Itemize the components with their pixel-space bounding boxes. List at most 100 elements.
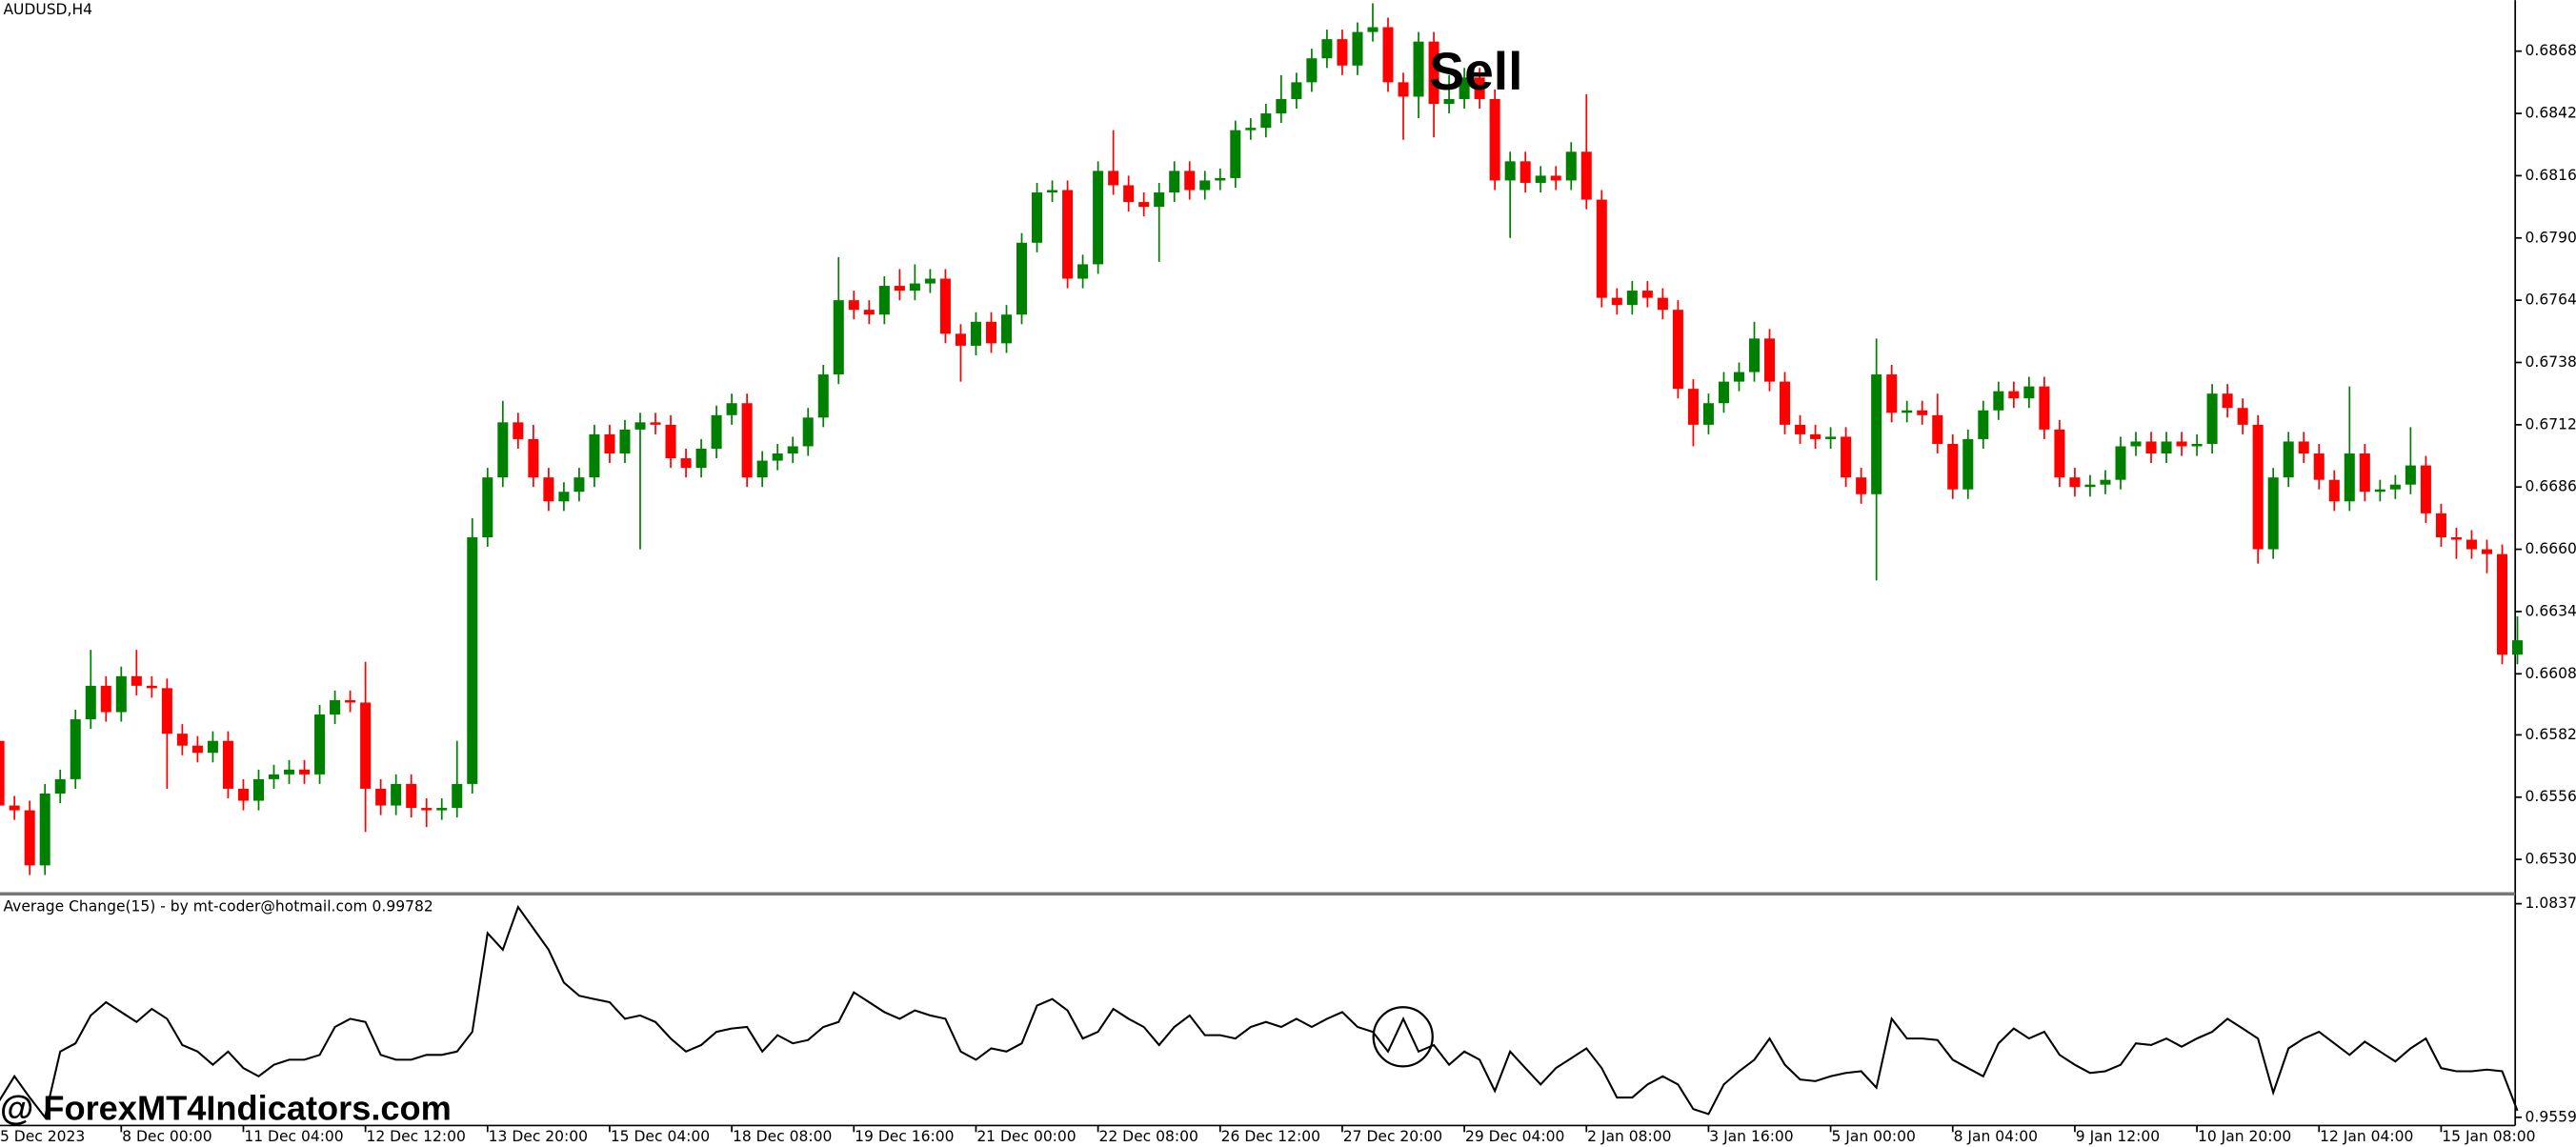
candle-body xyxy=(2039,386,2050,430)
candle-body xyxy=(1733,372,1744,382)
candle-body xyxy=(833,300,844,375)
x-tick-label: 13 Dec 20:00 xyxy=(489,1128,588,1145)
x-tick-label: 15 Jan 08:00 xyxy=(2442,1128,2535,1145)
candle-body xyxy=(191,745,203,754)
candle-body xyxy=(1626,291,1638,306)
candle-body xyxy=(467,537,478,784)
candle-body xyxy=(817,374,829,418)
x-tick-label: 21 Dec 00:00 xyxy=(976,1128,1076,1145)
candle-body xyxy=(1306,58,1318,83)
candle-body xyxy=(375,788,387,806)
x-tick-label: 5 Jan 00:00 xyxy=(1831,1128,1915,1145)
candle-body xyxy=(1138,202,1150,208)
candle-body xyxy=(756,460,768,478)
candle-body xyxy=(2374,489,2385,493)
candle-body xyxy=(1672,310,1683,390)
candle-body xyxy=(2023,386,2035,399)
candle-body xyxy=(2512,640,2524,655)
y-tick-label: 0.65825 xyxy=(2526,726,2576,743)
candle-body xyxy=(2450,537,2462,540)
candle-body xyxy=(863,310,875,315)
candle-body xyxy=(1886,374,1898,413)
y-tick-label: 1.08375 xyxy=(2526,895,2576,912)
candle-body xyxy=(1443,98,1455,105)
candle-body xyxy=(299,769,311,775)
candle-body xyxy=(146,685,157,689)
candle-body xyxy=(680,458,692,469)
candle-body xyxy=(1337,39,1348,66)
candle-body xyxy=(1810,433,1821,439)
candle-body xyxy=(543,477,554,502)
candle-body xyxy=(2176,441,2187,447)
candle-body xyxy=(2008,391,2020,399)
candle-body xyxy=(665,424,676,459)
candle-body xyxy=(1032,192,1043,243)
candle-body xyxy=(2313,453,2324,480)
candle-body xyxy=(772,453,783,461)
y-tick-label: 0.65565 xyxy=(2526,788,2576,805)
candle-body xyxy=(2420,465,2431,513)
candle-body xyxy=(634,422,646,430)
candle-body xyxy=(1902,410,1913,413)
candle-body xyxy=(452,783,463,809)
candle-body xyxy=(1489,98,1500,181)
candle-body xyxy=(9,805,20,811)
candle-body xyxy=(391,783,402,806)
x-tick-label: 5 Dec 2023 xyxy=(0,1128,85,1145)
candle-body xyxy=(558,492,570,502)
x-tick-label: 9 Jan 12:00 xyxy=(2076,1128,2160,1145)
candle-body xyxy=(1763,338,1776,382)
candle-body xyxy=(1535,175,1546,183)
candle-body xyxy=(1077,264,1089,279)
candle-body xyxy=(2145,441,2157,454)
candle-body xyxy=(1398,82,1409,97)
candle-body xyxy=(1169,171,1180,193)
candle-body xyxy=(1108,171,1119,186)
indicator-line xyxy=(0,904,2519,1120)
candle-body xyxy=(237,788,249,801)
candle-body xyxy=(894,286,905,292)
candle-body xyxy=(2359,453,2370,493)
indicator-title: Average Change(15) - by mt-coder@hotmail… xyxy=(3,898,433,916)
candle-body xyxy=(268,774,280,779)
candle-body xyxy=(1780,381,1791,425)
candle-body xyxy=(100,685,111,713)
candle-body xyxy=(2481,549,2492,554)
candle-body xyxy=(1825,436,1837,439)
candle-body xyxy=(161,688,172,734)
x-tick-label: 19 Dec 16:00 xyxy=(855,1128,954,1145)
candle-body xyxy=(1641,291,1653,298)
candle-body xyxy=(2465,539,2477,550)
candle-body xyxy=(2130,441,2142,447)
candle-body xyxy=(2298,441,2309,454)
candle-body xyxy=(878,286,890,315)
candle-body xyxy=(2267,477,2279,550)
candle-body xyxy=(711,414,722,449)
candle-body xyxy=(2191,443,2203,447)
candle-body xyxy=(406,783,417,809)
candle-body xyxy=(1000,314,1013,344)
candle-body xyxy=(2161,441,2172,454)
y-tick-label: 0.95597 xyxy=(2526,1108,2576,1125)
candle-body xyxy=(1230,130,1241,178)
x-tick-label: 26 Dec 12:00 xyxy=(1221,1128,1320,1145)
candle-body xyxy=(695,448,707,469)
candle-body xyxy=(54,778,66,794)
candle-body xyxy=(619,429,631,454)
candle-body xyxy=(252,778,265,801)
candle-body xyxy=(787,446,798,454)
candle-body xyxy=(2115,446,2126,480)
candle-body xyxy=(1748,338,1761,372)
candle-body xyxy=(848,300,859,311)
candle-body xyxy=(1550,175,1561,181)
candle-body xyxy=(176,734,188,746)
x-tick-label: 15 Dec 04:00 xyxy=(611,1128,710,1145)
candle-body xyxy=(1932,414,1943,444)
x-tick-label: 2 Jan 08:00 xyxy=(1587,1128,1671,1145)
candle-body xyxy=(360,702,372,789)
